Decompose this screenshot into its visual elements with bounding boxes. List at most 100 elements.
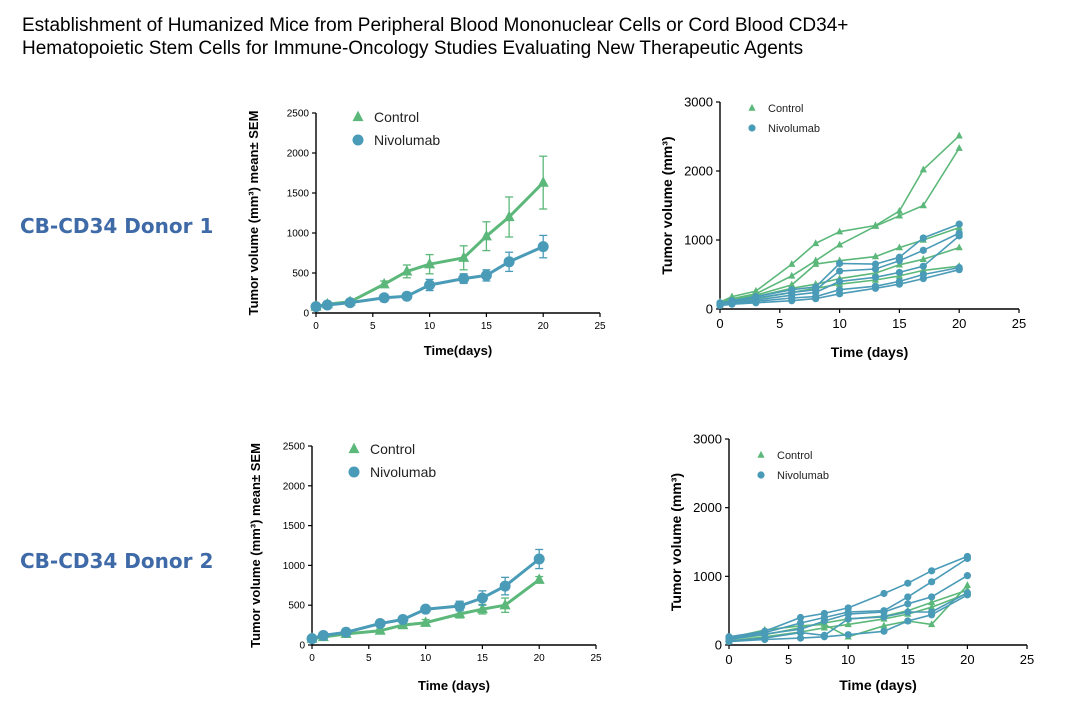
series-line	[719, 232, 960, 305]
series-nivolumab-9	[716, 266, 963, 310]
data-point	[401, 290, 413, 302]
series-nivolumab-1	[306, 548, 545, 645]
data-point	[533, 553, 545, 565]
y-tick-label: 2500	[283, 442, 306, 453]
data-point	[374, 618, 386, 630]
legend-marker-nivolumab	[348, 466, 360, 478]
data-point	[844, 620, 852, 628]
data-point	[928, 593, 936, 601]
series-line	[719, 226, 960, 305]
data-point	[397, 614, 409, 626]
data-point	[955, 131, 963, 139]
data-point	[420, 616, 432, 627]
data-point	[820, 623, 828, 631]
y-tick-label: 1000	[287, 229, 310, 240]
data-point	[788, 280, 796, 288]
x-tick-label: 20	[538, 321, 550, 332]
y-tick-label: 2000	[287, 149, 310, 160]
data-point	[374, 624, 386, 635]
data-point	[503, 210, 515, 222]
y-tick-label: 0	[299, 641, 305, 652]
data-point	[880, 613, 888, 621]
data-point	[919, 255, 927, 263]
data-point	[725, 637, 733, 646]
x-tick-label: 0	[716, 316, 723, 331]
data-point	[895, 268, 904, 277]
series-line	[719, 135, 960, 303]
y-tick-label: 1000	[283, 561, 306, 572]
legend-marker-control	[748, 103, 756, 111]
data-point	[796, 634, 805, 642]
y-axis-label: Tumor volume (mm³) mean± SEM	[248, 443, 263, 648]
legend-label-control: Control	[768, 103, 803, 115]
data-point	[796, 629, 805, 637]
x-tick-label: 0	[313, 321, 319, 332]
data-point	[871, 252, 880, 260]
series-nivolumab-1	[310, 234, 549, 313]
x-tick-label: 15	[481, 321, 493, 332]
x-tick-label: 25	[590, 653, 602, 664]
data-point	[310, 301, 322, 313]
data-point	[820, 633, 828, 641]
data-point	[919, 262, 927, 270]
data-point	[401, 265, 413, 276]
data-point	[836, 259, 844, 268]
data-point	[928, 567, 936, 575]
data-point	[537, 176, 549, 187]
x-tick-label: 25	[594, 321, 606, 332]
data-point	[963, 581, 971, 588]
y-tick-label: 2000	[693, 500, 722, 515]
data-point	[476, 592, 488, 604]
data-point	[904, 600, 912, 608]
x-tick-label: 5	[785, 652, 792, 667]
data-point	[788, 260, 796, 267]
data-point	[788, 297, 796, 305]
y-tick-label: 500	[292, 269, 309, 280]
data-point	[812, 256, 820, 264]
legend-label-nivolumab: Nivolumab	[370, 464, 436, 480]
series-line	[315, 245, 544, 309]
legend-label-control: Control	[370, 441, 415, 457]
data-point	[871, 265, 880, 273]
title-line-1: Establishment of Humanized Mice from Per…	[22, 15, 849, 36]
data-point	[499, 598, 511, 610]
data-point	[378, 292, 390, 304]
data-point	[533, 573, 545, 584]
x-axis-label: Time (days)	[831, 344, 909, 360]
y-axis-label: Tumor volume (mm³)	[659, 136, 675, 274]
y-tick-label: 1500	[287, 189, 310, 200]
data-point	[844, 615, 852, 623]
data-point	[503, 256, 515, 268]
x-tick-label: 20	[960, 652, 974, 667]
donor-1-label: CB-CD34 Donor 1	[20, 214, 214, 238]
data-point	[963, 554, 972, 563]
data-point	[880, 621, 888, 629]
data-point	[904, 617, 912, 625]
data-point	[955, 243, 963, 251]
data-point	[796, 619, 805, 627]
series-line	[719, 268, 960, 307]
legend-marker-control	[757, 450, 765, 458]
legend-label-control: Control	[777, 450, 812, 462]
x-tick-label: 10	[841, 652, 855, 667]
data-point	[788, 271, 796, 279]
data-point	[458, 251, 470, 262]
data-point	[904, 593, 912, 601]
series-line	[719, 266, 960, 306]
data-point	[836, 290, 844, 298]
data-point	[480, 229, 492, 241]
legend-marker-nivolumab	[352, 134, 364, 146]
x-tick-label: 5	[370, 321, 376, 332]
legend-label-nivolumab: Nivolumab	[374, 132, 440, 148]
data-point	[378, 277, 390, 289]
data-point	[476, 602, 488, 614]
y-tick-label: 1000	[684, 233, 713, 248]
y-tick-label: 2000	[684, 164, 713, 179]
x-tick-label: 10	[420, 653, 432, 664]
data-point	[820, 617, 828, 625]
x-tick-label: 15	[901, 652, 915, 667]
data-point	[928, 611, 936, 619]
x-axis-label: Time(days)	[424, 343, 492, 358]
data-point	[895, 243, 903, 251]
data-point	[928, 598, 936, 606]
